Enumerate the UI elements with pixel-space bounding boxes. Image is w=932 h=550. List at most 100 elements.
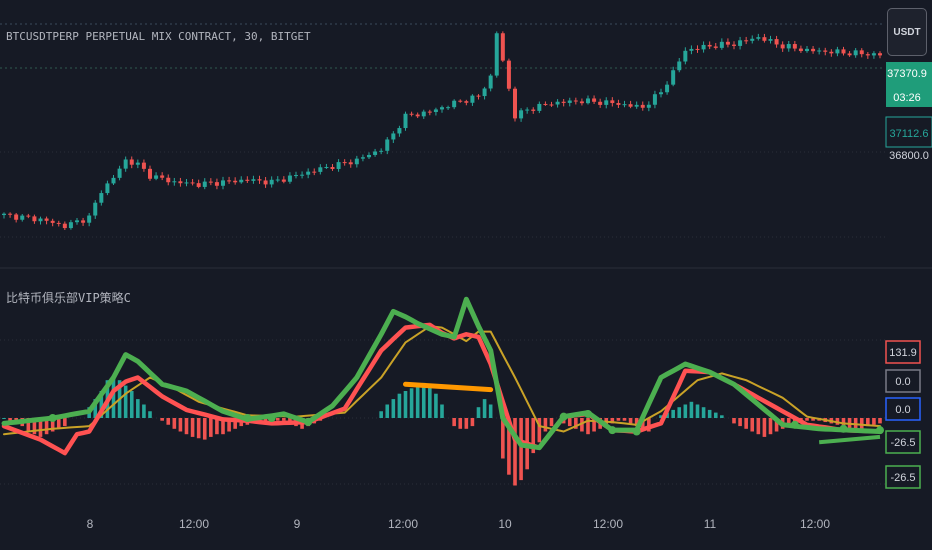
histogram-bar-negative bbox=[732, 418, 736, 424]
histogram-bar-negative bbox=[166, 418, 171, 425]
candle-body bbox=[677, 61, 682, 71]
histogram-bar-negative bbox=[63, 418, 67, 427]
candle-body bbox=[464, 101, 469, 103]
last-price-value: 37370.9 bbox=[887, 68, 927, 80]
candle-body bbox=[196, 183, 201, 187]
candle-body bbox=[835, 49, 840, 54]
indicator-line-gold bbox=[3, 325, 881, 436]
candle-body bbox=[214, 182, 219, 186]
candle-body bbox=[251, 179, 256, 181]
candle-body bbox=[99, 193, 104, 203]
ref-price-tag: 37112.6 bbox=[885, 116, 932, 148]
indicator-value-tag-box bbox=[885, 465, 921, 489]
indicator-value-tag-box bbox=[885, 340, 921, 364]
price-level-label: 36800.0 bbox=[889, 150, 929, 162]
candle-body bbox=[829, 51, 834, 54]
candle-body bbox=[604, 100, 609, 105]
indicator-value-tag-label: 0.0 bbox=[895, 404, 910, 416]
candle-body bbox=[221, 180, 225, 186]
candle-body bbox=[792, 44, 797, 49]
histogram-bar-negative bbox=[786, 418, 791, 427]
candle-body bbox=[403, 113, 408, 129]
candle-body bbox=[409, 113, 414, 115]
candle-body bbox=[659, 92, 663, 95]
histogram-bar-negative bbox=[549, 418, 554, 427]
candle-body bbox=[762, 37, 767, 41]
candle-body bbox=[701, 44, 706, 50]
candle-body bbox=[592, 98, 597, 102]
candle-body bbox=[683, 50, 688, 62]
histogram-bar-negative bbox=[282, 418, 286, 421]
candle-body bbox=[287, 175, 292, 182]
indicator-value-tag-label: -26.5 bbox=[890, 472, 915, 484]
candle-body bbox=[190, 182, 195, 184]
signal-dot bbox=[608, 426, 617, 435]
candle-body bbox=[50, 220, 55, 223]
candle-body bbox=[768, 39, 773, 41]
histogram-bar-negative bbox=[50, 418, 55, 432]
candle-body bbox=[38, 218, 43, 222]
candle-body bbox=[750, 38, 755, 41]
candle-body bbox=[865, 54, 870, 56]
indicator-annotations bbox=[48, 381, 884, 445]
histogram-bar-positive bbox=[111, 377, 116, 418]
indicator-value-tag: 0.0 bbox=[885, 369, 921, 393]
signal-dot bbox=[243, 414, 252, 422]
histogram-bar-positive bbox=[2, 418, 6, 419]
histogram-bar-positive bbox=[659, 415, 663, 418]
histogram-bar-negative bbox=[196, 418, 201, 439]
candle-body bbox=[586, 98, 590, 104]
candle-body bbox=[397, 128, 402, 134]
candle-body bbox=[780, 44, 785, 49]
histogram-bar-positive bbox=[403, 391, 408, 418]
histogram-bar-negative bbox=[513, 418, 517, 486]
histogram-bar-negative bbox=[507, 418, 511, 475]
histogram-bar-negative bbox=[470, 418, 475, 427]
candle-body bbox=[421, 111, 426, 117]
candle-body bbox=[725, 41, 730, 45]
candle-body bbox=[646, 104, 651, 108]
candle-body bbox=[738, 40, 743, 46]
candle-body bbox=[263, 180, 268, 185]
candle-body bbox=[598, 101, 603, 105]
candle-body bbox=[281, 179, 286, 182]
candle-body bbox=[616, 103, 621, 105]
candle-body bbox=[798, 48, 803, 52]
candle-body bbox=[68, 222, 73, 229]
histogram-bar-negative bbox=[750, 418, 755, 432]
candle-body bbox=[579, 101, 584, 104]
histogram-bar-positive bbox=[701, 407, 706, 418]
histogram-bar-positive bbox=[421, 382, 426, 418]
histogram-bar-positive bbox=[123, 385, 128, 418]
candle-body bbox=[689, 48, 694, 51]
candle-body bbox=[719, 41, 724, 48]
candle-body bbox=[14, 214, 19, 220]
candle-body bbox=[160, 175, 165, 178]
candle-body bbox=[786, 44, 791, 49]
signal-dot bbox=[876, 426, 884, 435]
signal-dot bbox=[839, 424, 848, 433]
histogram-bar-negative bbox=[543, 418, 548, 432]
histogram-bar-negative bbox=[878, 418, 882, 424]
candle-body bbox=[543, 103, 548, 105]
ref-price-value: 37112.6 bbox=[890, 128, 929, 140]
candle-body bbox=[257, 179, 262, 181]
histogram-bar-negative bbox=[233, 418, 237, 429]
candle-body bbox=[446, 107, 451, 109]
candle-body bbox=[44, 218, 49, 221]
candle-body bbox=[8, 213, 13, 215]
histogram-bar-negative bbox=[44, 418, 49, 435]
candle-body bbox=[573, 100, 578, 102]
candle-body bbox=[330, 167, 335, 169]
ref-price-tag-box bbox=[885, 116, 932, 148]
currency-button[interactable]: USDT bbox=[887, 8, 927, 56]
histogram-bar-positive bbox=[488, 404, 493, 418]
histogram-bar-negative bbox=[263, 418, 268, 423]
candle-body bbox=[494, 33, 499, 76]
signal-dot bbox=[790, 420, 799, 429]
histogram-bar-negative bbox=[586, 418, 590, 435]
candle-body bbox=[671, 70, 676, 85]
candle-body bbox=[81, 220, 86, 223]
candle-body bbox=[561, 101, 566, 103]
